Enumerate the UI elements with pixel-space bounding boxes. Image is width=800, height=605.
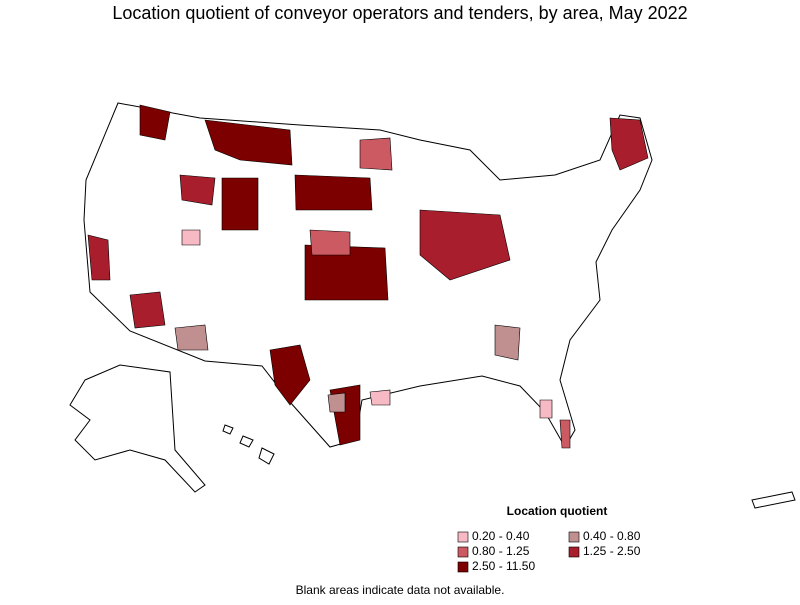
region [174,324,209,351]
map [69,102,796,509]
region [494,324,521,361]
note: Blank areas indicate data not available. [296,583,505,597]
region [369,389,391,406]
region [204,119,293,166]
region [309,229,351,256]
region [609,117,649,171]
legend-title: Location quotient [507,504,608,518]
legend-label: 1.25 - 2.50 [583,544,641,558]
legend-swatch [457,561,469,573]
hawaii [222,424,275,465]
region [539,399,553,419]
region [129,291,166,329]
region [559,419,571,449]
region [181,229,201,246]
legend-label: 0.40 - 0.80 [583,529,641,543]
legend-swatch [457,531,469,543]
alaska [69,364,206,493]
legend-swatch [457,546,469,558]
legend-label: 2.50 - 11.50 [472,559,535,573]
region [359,137,393,171]
region [221,177,259,231]
region [269,344,311,406]
region [304,244,389,301]
legend-label: 0.80 - 1.25 [472,544,530,558]
title: Location quotient of conveyor operators … [112,3,687,23]
region [179,174,216,206]
legend-swatch [568,546,580,558]
region [294,174,373,211]
region [419,209,511,281]
region [87,234,111,281]
legend-swatch [568,531,580,543]
region [327,392,346,413]
legend: Location quotient 0.20 - 0.40 0.40 - 0.80… [457,504,641,573]
puerto-rico [751,491,796,509]
region [139,104,171,141]
legend-label: 0.20 - 0.40 [472,529,530,543]
